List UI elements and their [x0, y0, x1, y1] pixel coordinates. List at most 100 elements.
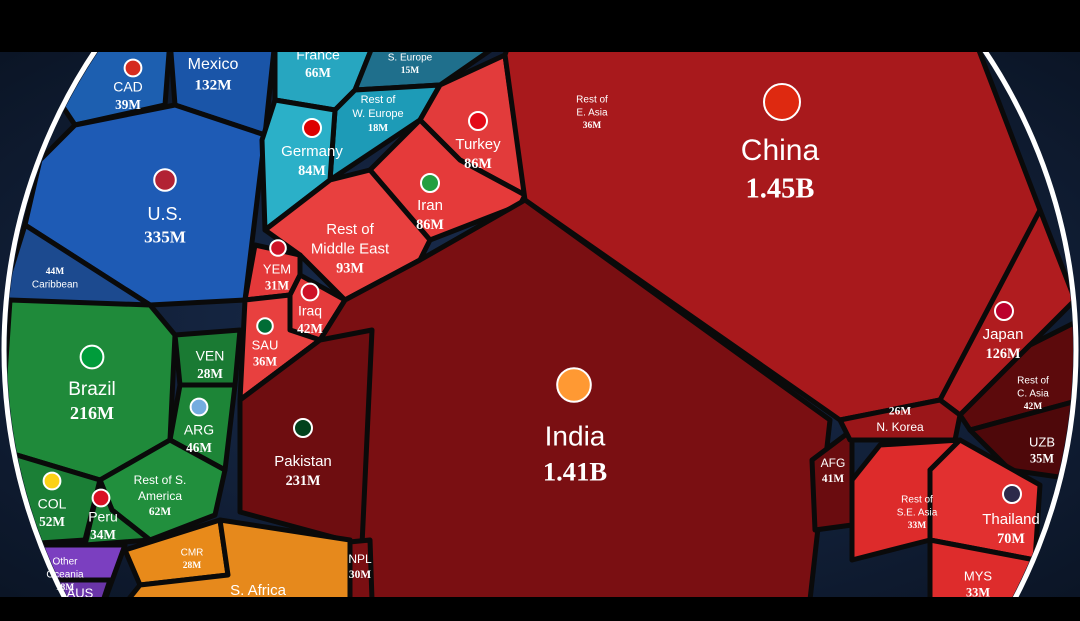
flag	[293, 418, 313, 438]
country-label: E. Asia	[576, 108, 608, 119]
flag	[79, 344, 105, 370]
population-label: 33M	[908, 521, 927, 531]
population-label: 84M	[298, 163, 326, 179]
country-label: Other	[52, 557, 78, 568]
flag	[556, 367, 592, 403]
cell	[262, 167, 433, 303]
flag	[269, 239, 287, 257]
population-label: 18M	[56, 583, 75, 593]
flag	[420, 173, 440, 193]
population-label: 216M	[70, 403, 114, 423]
country-label: N. Korea	[876, 420, 924, 434]
cell	[967, 397, 1073, 483]
country-label: AUS	[67, 585, 94, 600]
country-label: S. Africa	[230, 582, 287, 599]
country-label: China	[741, 134, 820, 167]
country-label: Iran	[417, 197, 443, 214]
population-label: 41M	[822, 473, 844, 485]
country-label: Rest of	[361, 94, 397, 106]
country-label: Iraq	[298, 303, 322, 319]
population-label: 1.45B	[746, 174, 815, 205]
population-label: 36M	[253, 355, 277, 369]
country-label: Caribbean	[32, 280, 78, 291]
country-label: Rest of	[901, 495, 933, 506]
country-label: Pakistan	[274, 453, 332, 470]
cell	[837, 397, 963, 443]
population-label: 44M	[46, 267, 65, 277]
country-label: SAU	[252, 337, 279, 352]
flag	[1002, 484, 1022, 504]
population-label: 42M	[1024, 402, 1043, 412]
flag	[994, 301, 1014, 321]
country-label: Japan	[983, 326, 1024, 343]
population-label: 36M	[583, 121, 602, 131]
population-label: 28M	[183, 561, 202, 571]
country-label: NPL	[348, 552, 372, 566]
population-label: 62M	[149, 506, 171, 518]
top-bar	[0, 0, 1080, 52]
country-label: COL	[38, 496, 67, 512]
country-label: Thailand	[982, 511, 1040, 528]
country-label: AFG	[821, 456, 846, 470]
population-label: 66M	[305, 65, 331, 80]
country-label: Germany	[281, 143, 343, 160]
flag	[153, 168, 177, 192]
country-label: C. Asia	[1017, 389, 1049, 400]
country-label: Peru	[88, 509, 118, 525]
population-label: 126M	[986, 346, 1021, 362]
population-label: 86M	[464, 156, 492, 172]
population-label: 231M	[286, 473, 321, 489]
country-label: Rest of	[576, 95, 608, 106]
country-label: India	[545, 420, 606, 451]
population-label: 39M	[115, 97, 141, 112]
population-label: 30M	[349, 569, 371, 581]
flag	[302, 118, 322, 138]
population-label: 86M	[416, 217, 444, 233]
flag	[91, 488, 111, 508]
population-label: 35M	[1030, 452, 1054, 466]
population-label: 26M	[889, 406, 911, 418]
country-label: Brazil	[68, 379, 116, 400]
country-label: MYS	[964, 568, 993, 583]
country-label: CMR	[181, 548, 204, 559]
country-label: S. Europe	[388, 53, 433, 64]
country-label: Mexico	[188, 56, 239, 73]
country-label: U.S.	[147, 204, 182, 224]
flag	[256, 317, 274, 335]
cell	[957, 317, 1073, 433]
country-label: ARG	[184, 422, 214, 438]
population-label: 34M	[90, 527, 116, 542]
population-label: 46M	[186, 440, 212, 455]
country-label: Rest of	[1017, 376, 1049, 387]
voronoi	[7, 37, 1073, 613]
country-label: UZB	[1029, 434, 1055, 449]
population-label: 18M	[368, 123, 388, 134]
population-label: 70M	[997, 531, 1025, 547]
flag	[42, 471, 62, 491]
flag	[763, 83, 801, 121]
population-label: 31M	[265, 279, 289, 293]
country-label: Rest of S.	[134, 473, 187, 487]
population-label: 52M	[39, 514, 65, 529]
population-label: 28M	[197, 366, 223, 381]
country-label: Middle East	[311, 240, 390, 257]
bottom-bar	[0, 597, 1080, 621]
country-label: W. Europe	[352, 108, 403, 120]
population-label: 1.41B	[543, 457, 607, 487]
population-label: 93M	[336, 260, 364, 276]
population-label: 42M	[297, 321, 323, 336]
country-label: Turkey	[455, 136, 501, 153]
country-label: S.E. Asia	[897, 508, 938, 519]
country-label: VEN	[196, 348, 225, 364]
population-label: 132M	[194, 76, 231, 93]
country-label: America	[138, 489, 182, 503]
labels: CAD39MMexico132MU.S.335M44MCaribbeanFran…	[32, 47, 1055, 601]
flag	[300, 282, 320, 302]
population-label: 33M	[966, 586, 990, 600]
country-label: CAD	[113, 79, 143, 95]
country-label: Rest of	[326, 221, 374, 238]
country-label: YEM	[263, 261, 291, 276]
flag	[468, 111, 488, 131]
population-label: 15M	[401, 66, 420, 76]
